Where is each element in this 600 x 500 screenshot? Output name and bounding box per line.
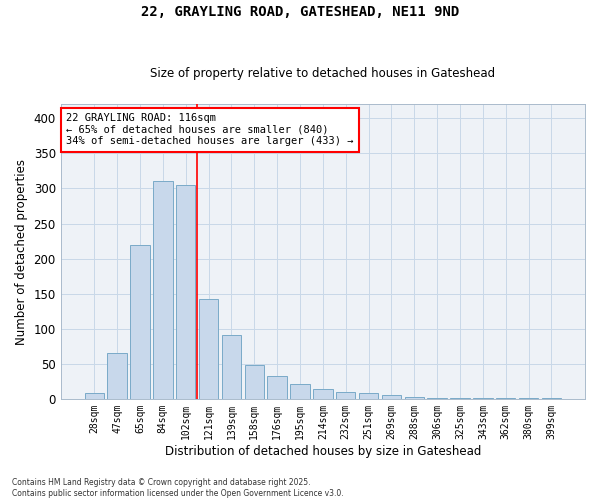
Bar [496,398,515,399]
Bar [199,298,218,399]
Bar [404,398,424,399]
Text: 22 GRAYLING ROAD: 116sqm
← 65% of detached houses are smaller (840)
34% of semi-: 22 GRAYLING ROAD: 116sqm ← 65% of detach… [66,113,353,146]
Bar [130,244,149,399]
Bar [313,389,332,399]
Bar [268,376,287,399]
X-axis label: Distribution of detached houses by size in Gateshead: Distribution of detached houses by size … [164,444,481,458]
Bar [85,392,104,399]
Bar [245,365,264,399]
Bar [473,398,493,399]
Y-axis label: Number of detached properties: Number of detached properties [15,158,28,344]
Bar [542,398,561,399]
Text: Contains HM Land Registry data © Crown copyright and database right 2025.
Contai: Contains HM Land Registry data © Crown c… [12,478,344,498]
Bar [221,335,241,399]
Bar [176,185,196,399]
Bar [427,398,447,399]
Bar [153,182,173,399]
Bar [359,392,378,399]
Bar [336,392,355,399]
Text: 22, GRAYLING ROAD, GATESHEAD, NE11 9ND: 22, GRAYLING ROAD, GATESHEAD, NE11 9ND [141,5,459,19]
Title: Size of property relative to detached houses in Gateshead: Size of property relative to detached ho… [150,66,496,80]
Bar [450,398,470,399]
Bar [107,353,127,399]
Bar [382,396,401,399]
Bar [290,384,310,399]
Bar [519,398,538,399]
